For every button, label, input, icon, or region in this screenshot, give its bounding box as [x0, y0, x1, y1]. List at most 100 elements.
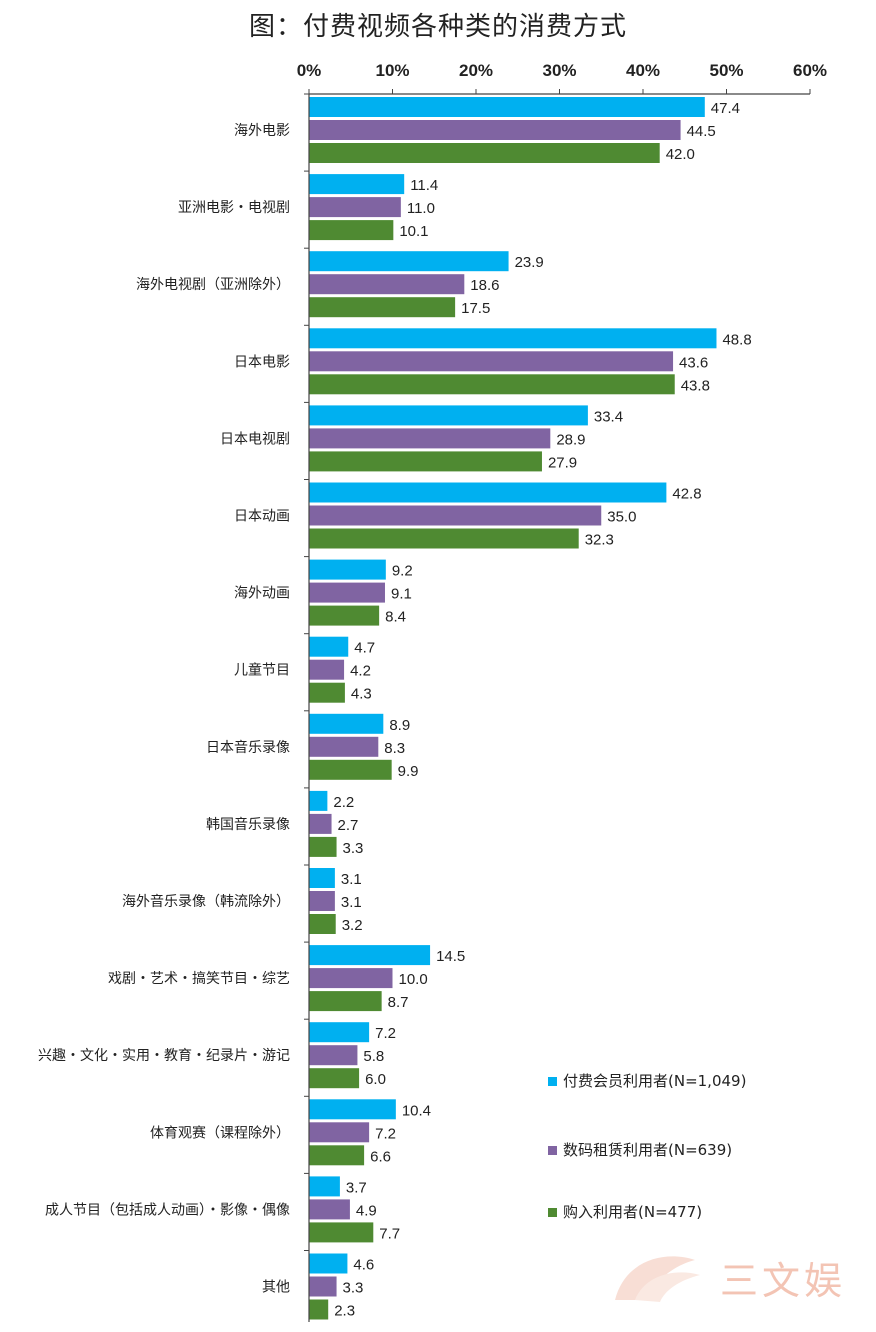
bar [309, 736, 379, 757]
bar [309, 1176, 340, 1197]
watermark-text: 三文娱 [720, 1259, 847, 1303]
category-label: 体育观赛（课程除外） [150, 1125, 290, 1141]
value-label: 7.2 [375, 1125, 396, 1142]
bar [309, 120, 681, 140]
bar [309, 351, 674, 372]
x-tick-label: 40% [626, 61, 660, 80]
value-label: 11.4 [410, 177, 438, 194]
legend-swatch [548, 1208, 557, 1217]
value-label: 9.9 [398, 763, 419, 780]
value-label: 3.3 [343, 1280, 364, 1297]
value-label: 7.7 [379, 1225, 400, 1242]
legend-swatch [548, 1146, 557, 1155]
value-label: 3.1 [341, 871, 362, 888]
value-label: 9.2 [392, 563, 413, 580]
value-label: 23.9 [515, 254, 544, 271]
value-label: 2.3 [334, 1303, 355, 1320]
legend-label: 付费会员利用者(N=1,049) [563, 1072, 746, 1090]
bar [309, 945, 431, 966]
bar [309, 482, 667, 503]
bar [309, 759, 392, 780]
bar [309, 914, 336, 934]
bar [309, 1253, 348, 1274]
value-label: 5.8 [363, 1048, 384, 1065]
value-label: 44.5 [687, 123, 716, 140]
x-tick-label: 0% [297, 61, 322, 80]
bar [309, 328, 717, 349]
bar [309, 97, 705, 117]
category-label: 戏剧・艺术・搞笑节目・综艺 [108, 971, 290, 987]
x-tick-label: 10% [375, 61, 409, 80]
x-tick-label: 50% [709, 61, 743, 80]
bar [309, 713, 384, 734]
category-label: 海外音乐录像（韩流除外） [122, 893, 290, 910]
x-tick-label: 60% [793, 61, 827, 80]
value-label: 8.4 [385, 609, 406, 626]
value-label: 4.2 [350, 663, 371, 680]
value-label: 4.6 [353, 1257, 374, 1274]
value-label: 10.0 [399, 971, 428, 988]
value-label: 14.5 [436, 948, 465, 965]
bar [309, 582, 385, 603]
x-tick-label: 30% [542, 61, 576, 80]
bar [309, 682, 345, 703]
bar [309, 1199, 350, 1220]
value-label: 3.3 [343, 840, 364, 857]
value-label: 33.4 [594, 408, 623, 425]
category-label: 成人节目（包括成人动画）・影像・偶像 [45, 1202, 290, 1218]
value-label: 3.1 [341, 894, 362, 911]
value-label: 8.3 [384, 740, 405, 757]
category-label: 日本音乐录像 [206, 739, 290, 756]
x-axis-ticks: 0% 10% 20% 30% 40% 50% 60% [297, 61, 827, 94]
bar [309, 1022, 370, 1043]
value-label: 8.9 [389, 717, 410, 734]
bar [309, 891, 335, 911]
bar [309, 374, 675, 395]
bar [309, 968, 393, 989]
bar [309, 1068, 360, 1089]
value-labels: 47.4 44.5 42.0 11.4 11.0 10.1 23.9 18.6 17.5 48.8… [333, 100, 751, 1320]
bar [309, 559, 386, 580]
value-label: 28.9 [556, 431, 585, 448]
value-label: 7.2 [375, 1025, 396, 1042]
bar [309, 505, 602, 526]
bar [309, 868, 335, 888]
value-label: 43.6 [679, 354, 708, 371]
bars [309, 97, 717, 1320]
value-label: 9.1 [391, 586, 412, 603]
bar [309, 1145, 365, 1166]
value-label: 4.9 [356, 1202, 377, 1219]
value-label: 35.0 [607, 509, 636, 526]
bar [309, 274, 465, 295]
category-label: 韩国音乐录像 [206, 816, 290, 833]
category-label: 日本电影 [234, 354, 290, 370]
bar [309, 451, 542, 472]
value-label: 2.7 [338, 817, 359, 834]
bar [309, 991, 382, 1012]
category-label: 兴趣・文化・实用・教育・纪录片・游记 [38, 1048, 290, 1064]
legend-label: 数码租赁利用者(N=639) [563, 1141, 732, 1159]
category-label: 海外电影 [234, 123, 290, 139]
value-label: 3.7 [346, 1179, 367, 1196]
value-label: 10.4 [402, 1102, 431, 1119]
watermark-logo [615, 1256, 700, 1302]
bar [309, 636, 349, 657]
bar [309, 605, 380, 626]
value-label: 4.7 [354, 640, 375, 657]
bar [309, 428, 551, 449]
category-label: 亚洲电影・电视剧 [178, 200, 290, 216]
x-tick-label: 20% [459, 61, 493, 80]
bar [309, 1045, 358, 1066]
legend-label: 购入利用者(N=477) [563, 1203, 702, 1221]
bar [309, 1099, 396, 1120]
value-label: 47.4 [711, 100, 740, 117]
chart-title: 图：付费视频各种类的消费方式 [248, 12, 627, 42]
value-label: 42.0 [666, 146, 695, 163]
bar [309, 836, 337, 857]
bar [309, 813, 332, 834]
value-label: 8.7 [388, 994, 409, 1011]
bar [309, 251, 509, 272]
value-label: 42.8 [672, 486, 701, 503]
legend: 付费会员利用者(N=1,049) 数码租赁利用者(N=639) 购入利用者(N=47… [548, 1072, 746, 1221]
